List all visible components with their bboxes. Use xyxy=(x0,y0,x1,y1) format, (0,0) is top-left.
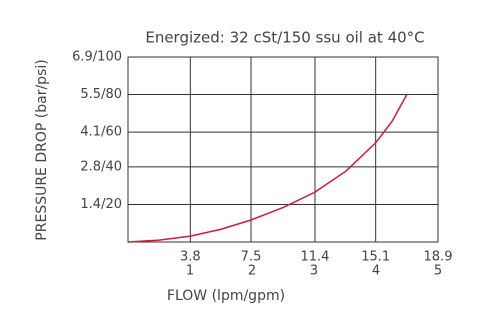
x2-tick-label: 5 xyxy=(434,264,442,279)
x2-tick-label: 1 xyxy=(186,264,194,279)
x-tick-label: 7.5 xyxy=(241,250,262,265)
curve xyxy=(127,94,408,243)
x-tick-label: 3.8 xyxy=(180,250,201,265)
plot-frame xyxy=(127,56,439,243)
x-tick-label: 15.1 xyxy=(361,250,390,265)
x-tick-label: 11.4 xyxy=(301,250,330,265)
x2-tick-label: 2 xyxy=(248,264,256,279)
x2-tick-label: 4 xyxy=(372,264,380,279)
chart-title: Energized: 32 cSt/150 ssu oil at 40°C xyxy=(145,29,424,47)
y-tick-label: 1.4/20 xyxy=(80,197,122,212)
y-tick-label: 5.5/80 xyxy=(80,87,122,102)
x-tick-label: 18.9 xyxy=(424,250,453,265)
y-tick-label: 4.1/60 xyxy=(80,125,122,140)
y-axis-label: PRESSURE DROP (bar/psi) xyxy=(34,59,50,240)
y-tick-label: 6.9/100 xyxy=(72,50,122,65)
y-tick-label: 2.8/40 xyxy=(80,159,122,174)
x2-tick-label: 3 xyxy=(310,264,318,279)
x-axis-label: FLOW (lpm/gpm) xyxy=(167,288,285,304)
